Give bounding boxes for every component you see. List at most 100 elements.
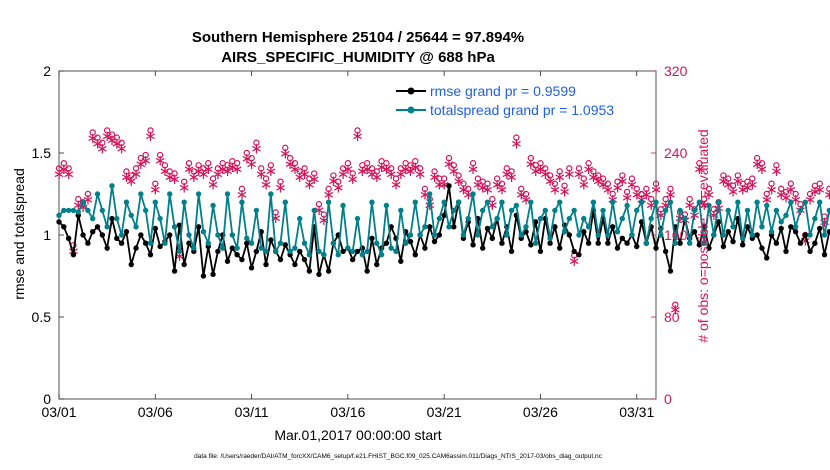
rmse-series-point bbox=[263, 261, 269, 268]
totalspread-series-point bbox=[465, 215, 471, 222]
totalspread-series-point bbox=[532, 240, 539, 246]
totalspread-series-point bbox=[427, 191, 433, 197]
totalspread-series-point bbox=[80, 199, 86, 205]
obs-evaluated-point: ∗ bbox=[96, 139, 109, 157]
obs-possible-point bbox=[180, 178, 188, 185]
totalspread-series-point bbox=[638, 199, 645, 205]
obs-evaluated-point: ∗ bbox=[669, 300, 682, 318]
totalspread-series-point bbox=[277, 240, 284, 246]
obs-evaluated-point: ∗ bbox=[53, 165, 66, 183]
rmse-series-point bbox=[195, 224, 202, 230]
totalspread-series-point bbox=[691, 207, 698, 214]
obs-possible-point bbox=[700, 195, 708, 203]
legend-box bbox=[389, 77, 653, 123]
rmse-series-point bbox=[479, 245, 486, 251]
obs-possible-point bbox=[291, 160, 299, 167]
obs-evaluated-point: ∗ bbox=[717, 172, 730, 190]
obs-possible-point bbox=[128, 172, 135, 179]
totalspread-series-point bbox=[821, 232, 828, 238]
rmse-series-point bbox=[759, 245, 765, 251]
obs-possible-point bbox=[310, 170, 318, 177]
obs-evaluated-point: ∗ bbox=[558, 182, 571, 200]
rmse-series-point bbox=[547, 240, 553, 246]
obs-evaluated-point: ∗ bbox=[313, 201, 326, 219]
obs-evaluated-point: ∗ bbox=[756, 160, 769, 178]
totalspread-series-point bbox=[152, 199, 158, 205]
rmse-series-point bbox=[412, 251, 418, 258]
totalspread-series-point bbox=[605, 232, 611, 238]
obs-evaluated-point: ∗ bbox=[183, 160, 196, 178]
obs-evaluated-point: ∗ bbox=[221, 162, 234, 180]
y-axis-label-left: rmse and totalspread bbox=[11, 168, 27, 300]
obs-possible-point bbox=[450, 162, 457, 169]
rmse-series-point bbox=[354, 248, 361, 255]
rmse-series-point bbox=[85, 240, 91, 246]
rmse-series-point bbox=[431, 238, 438, 245]
obs-evaluated-point: ∗ bbox=[197, 165, 210, 183]
totalspread-series-point bbox=[706, 202, 712, 209]
rmse-series-point bbox=[210, 271, 216, 278]
obs-evaluated-point: ∗ bbox=[457, 180, 470, 198]
rmse-series-point bbox=[253, 248, 260, 255]
totalspread-series-point bbox=[648, 215, 654, 222]
obs-possible-point bbox=[363, 160, 371, 167]
totalspread-series-point bbox=[109, 183, 115, 189]
obs-possible-point bbox=[248, 154, 255, 162]
obs-possible-point bbox=[103, 127, 111, 134]
obs-evaluated-point: ∗ bbox=[409, 158, 422, 176]
obs-evaluated-point: ∗ bbox=[534, 160, 547, 178]
obs-evaluated-point: ∗ bbox=[202, 160, 215, 178]
obs-possible-point bbox=[224, 162, 231, 169]
obs-possible-point bbox=[84, 190, 92, 198]
obs-possible-point bbox=[763, 190, 770, 198]
totalspread-series-point bbox=[441, 199, 447, 205]
obs-possible-point bbox=[99, 139, 106, 146]
totalspread-series-point bbox=[369, 199, 375, 205]
obs-possible-point bbox=[460, 180, 467, 187]
rmse-series-point bbox=[186, 240, 192, 246]
obs-possible-point bbox=[753, 154, 761, 162]
totalspread-series-point bbox=[764, 202, 770, 209]
obs-possible-point bbox=[301, 165, 308, 172]
totalspread-series-point bbox=[788, 199, 794, 205]
obs-possible-point bbox=[214, 165, 222, 172]
obs-possible-point bbox=[142, 151, 149, 159]
obs-possible-point bbox=[368, 165, 376, 172]
obs-possible-point bbox=[782, 188, 790, 196]
obs-possible-point bbox=[397, 165, 405, 172]
plot-area: ∗∗∗∗∗∗∗∗∗∗∗∗∗∗∗∗∗∗∗∗∗∗∗∗∗∗∗∗∗∗∗∗∗∗∗∗∗∗∗∗… bbox=[53, 70, 830, 400]
rmse-series-point bbox=[764, 255, 770, 261]
rmse-series-point bbox=[282, 242, 288, 248]
rmse-series-point bbox=[725, 229, 731, 235]
obs-possible-point bbox=[132, 165, 140, 172]
obs-evaluated-point: ∗ bbox=[192, 162, 205, 180]
y-tick-label-left: 0.5 bbox=[32, 309, 52, 325]
totalspread-series-point bbox=[735, 199, 741, 205]
obs-evaluated-point: ∗ bbox=[582, 160, 595, 178]
obs-possible-point bbox=[190, 168, 198, 175]
chart-title-line2: AIRS_SPECIFIC_HUMIDITY @ 688 hPa bbox=[221, 49, 495, 66]
obs-evaluated-point: ∗ bbox=[467, 160, 480, 178]
obs-possible-point bbox=[614, 178, 621, 185]
totalspread-series-point bbox=[412, 199, 418, 205]
obs-possible-point bbox=[339, 165, 347, 172]
rmse-series-point bbox=[571, 248, 577, 255]
obs-evaluated-point: ∗ bbox=[375, 158, 388, 176]
obs-evaluated-point: ∗ bbox=[664, 186, 677, 204]
totalspread-series-point bbox=[629, 232, 635, 238]
totalspread-series-point bbox=[157, 215, 163, 222]
totalspread-series-point bbox=[682, 215, 688, 222]
obs-evaluated-point: ∗ bbox=[255, 165, 268, 183]
rmse-series-point bbox=[349, 256, 356, 263]
obs-evaluated-point: ∗ bbox=[390, 175, 403, 193]
rmse-series-point bbox=[566, 232, 573, 238]
y-tick-label-right: 240 bbox=[664, 145, 688, 161]
totalspread-series-point bbox=[378, 251, 385, 258]
totalspread-series-point bbox=[658, 232, 664, 238]
obs-possible-point bbox=[758, 160, 766, 167]
totalspread-series-point bbox=[614, 229, 621, 235]
obs-possible-point bbox=[286, 154, 294, 162]
totalspread-series-point bbox=[653, 199, 659, 205]
rmse-series-point bbox=[446, 183, 452, 189]
obs-possible-point bbox=[200, 165, 207, 172]
